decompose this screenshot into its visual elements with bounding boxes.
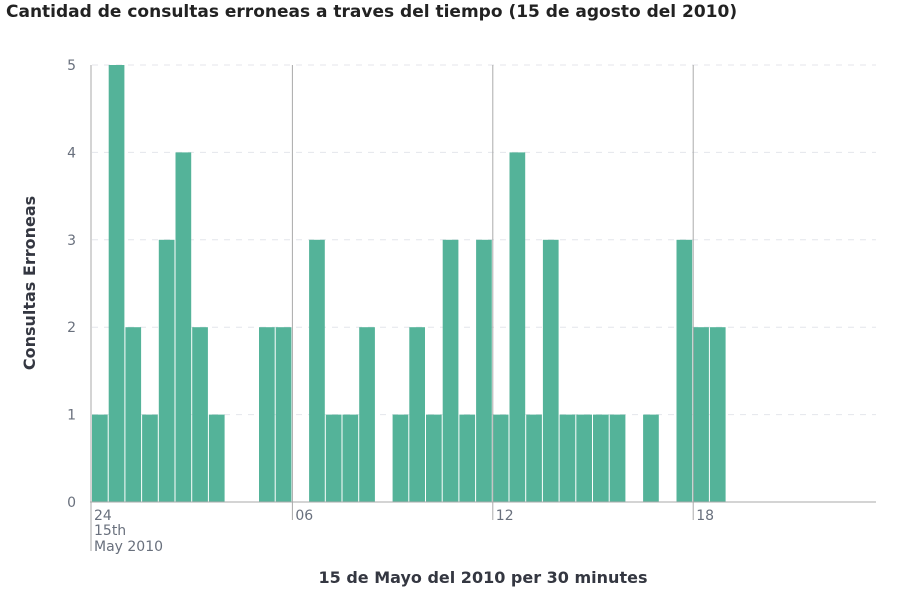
bar-30 <box>593 414 609 502</box>
grid-lines <box>92 64 876 416</box>
bar-23 <box>476 239 492 503</box>
bar-21 <box>442 239 459 503</box>
bar-22 <box>459 414 476 502</box>
x-tick-label: 18 <box>696 508 714 524</box>
bar-16 <box>359 327 375 502</box>
bar-33 <box>643 414 659 502</box>
bar-35 <box>676 239 693 503</box>
x-axis-title: 15 de Mayo del 2010 per 30 minutes <box>319 568 648 587</box>
y-tick-label: 3 <box>67 233 76 249</box>
bar-5 <box>175 152 192 502</box>
bars <box>92 65 726 503</box>
bar-25 <box>509 152 526 502</box>
bar-28 <box>559 414 576 502</box>
y-tick-label: 2 <box>67 320 76 336</box>
bar-1 <box>108 65 125 502</box>
bar-2 <box>125 327 142 502</box>
bar-20 <box>426 414 442 502</box>
bar-4 <box>158 239 175 503</box>
x-tick-label: 06 <box>295 508 313 524</box>
bar-31 <box>609 414 626 502</box>
bar-11 <box>275 327 292 502</box>
y-tick-label: 1 <box>67 408 76 424</box>
x-tick-sublabel: 15th <box>94 523 126 539</box>
bar-6 <box>192 327 208 502</box>
y-tick-label: 4 <box>67 145 76 161</box>
bar-13 <box>309 239 325 503</box>
bar-18 <box>392 414 409 502</box>
bar-3 <box>142 414 158 502</box>
bar-15 <box>342 414 359 502</box>
x-tick-label: 24 <box>94 508 112 524</box>
y-axis-title: Consultas Erroneas <box>20 196 39 370</box>
bar-19 <box>409 327 425 502</box>
bar-27 <box>542 239 559 503</box>
x-tick-sublabel: May 2010 <box>94 539 163 555</box>
y-tick-label: 0 <box>67 495 76 511</box>
chart-title: Cantidad de consultas erroneas a traves … <box>6 2 738 22</box>
bar-37 <box>709 327 726 502</box>
bar-24 <box>492 414 509 502</box>
bar-7 <box>208 414 225 502</box>
axes <box>90 65 876 551</box>
bar-29 <box>576 414 592 502</box>
bar-0 <box>92 414 108 502</box>
bar-36 <box>693 327 709 502</box>
x-tick-label: 12 <box>496 508 514 524</box>
bar-10 <box>259 327 275 502</box>
bar-26 <box>526 414 542 502</box>
y-tick-label: 5 <box>67 58 76 74</box>
bar-14 <box>325 414 342 502</box>
